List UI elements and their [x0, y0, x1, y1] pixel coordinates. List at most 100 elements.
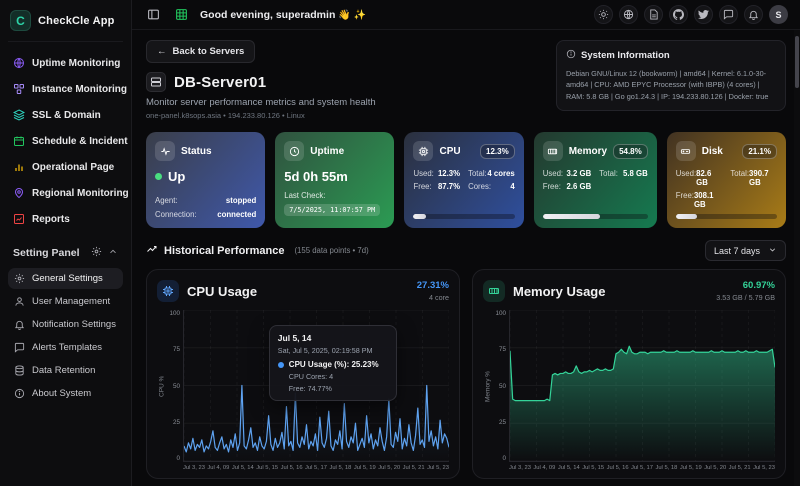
grid-icon[interactable]: [172, 6, 190, 24]
app-name: CheckCle App: [38, 14, 115, 27]
gear-icon: [91, 246, 102, 260]
github-button[interactable]: [669, 5, 688, 24]
disk-progress-bar: [675, 214, 777, 219]
sidebar-item-regional-monitoring[interactable]: Regional Monitoring: [8, 182, 129, 204]
sidebar-item-notification-settings[interactable]: Notification Settings: [8, 314, 123, 335]
agent-row: Agent: stopped: [155, 196, 257, 205]
connection-row: Connection: connected: [155, 210, 257, 219]
memory-icon: [542, 141, 563, 161]
system-info-body: Debian GNU/Linux 12 (bookworm) | amd64 |…: [566, 69, 769, 101]
cpu-chart-plot[interactable]: Jul 5, 14 Sat, Jul 5, 2025, 02:19:58 PM …: [183, 310, 449, 462]
language-button[interactable]: [619, 5, 638, 24]
chevron-down-icon: [768, 245, 777, 256]
history-header-row: Historical Performance (155 data points …: [146, 240, 786, 261]
back-to-servers-button[interactable]: ← Back to Servers: [146, 40, 256, 63]
vertical-scrollbar[interactable]: [794, 30, 800, 486]
x-axis-labels: Jul 3, 23 Jul 4, 09 Jul 5, 14 Jul 5, 15 Jul …: [183, 465, 449, 471]
sidebar-item-label: Operational Page: [32, 161, 115, 173]
cubes-icon: [13, 83, 25, 95]
memory-card: Memory 54.8% Used: 3.2 GB Total: 5.8 GB Fr…: [533, 132, 657, 228]
sidebar-item-uptime-monitoring[interactable]: Uptime Monitoring: [8, 52, 123, 74]
sidebar-item-label: Data Retention: [32, 365, 96, 376]
sidebar-item-about-system[interactable]: About System: [8, 383, 123, 404]
settings-nav: General Settings User Management Notific…: [8, 268, 123, 404]
server-icon: [146, 72, 166, 92]
chevron-up-icon: [108, 247, 118, 260]
sidebar-item-schedule-incident[interactable]: Schedule & Incident: [8, 130, 128, 152]
card-title: Memory: [568, 145, 608, 157]
info-icon: [566, 49, 576, 62]
sidebar-item-ssl-domain[interactable]: SSL & Domain: [8, 104, 123, 126]
page-content: ← Back to Servers DB-Server01 Monitor se…: [132, 30, 800, 486]
message-icon: [723, 9, 734, 20]
trending-up-icon: [146, 243, 158, 258]
github-icon: [673, 9, 684, 20]
sidebar-item-alerts-templates[interactable]: Alerts Templates: [8, 337, 123, 358]
sidebar-item-label: SSL & Domain: [32, 109, 101, 121]
uptime-card: Uptime 5d 0h 55m Last Check: 7/5/2025, 1…: [275, 132, 395, 228]
sidebar-item-operational-page[interactable]: Operational Page: [8, 156, 123, 178]
checkcle-logo-icon: C: [10, 10, 31, 31]
sidebar-item-label: About System: [32, 388, 92, 399]
sidebar-nav: Uptime Monitoring Instance Monitoring SS…: [8, 42, 129, 230]
sidebar-item-label: Instance Monitoring: [32, 83, 127, 95]
card-title: CPU: [439, 145, 461, 157]
cpu-card: CPU 12.3% Used: 12.3% Total: 4 cores Free:…: [404, 132, 524, 228]
status-dot: [155, 173, 162, 180]
series-dot: [277, 361, 284, 368]
history-title: Historical Performance: [164, 244, 285, 257]
charts-row: CPU Usage 27.31% 4 core CPU % 100 75 50 25 0: [146, 269, 786, 479]
theme-toggle-button[interactable]: [594, 5, 613, 24]
memory-chart-plot[interactable]: [509, 310, 775, 462]
database-icon: [14, 365, 25, 376]
sidebar-item-general-settings[interactable]: General Settings: [8, 268, 123, 289]
info-icon: [14, 388, 25, 399]
greeting-text: Good evening, superadmin 👋 ✨: [200, 8, 366, 21]
twitter-button[interactable]: [694, 5, 713, 24]
sidebar-item-instance-monitoring[interactable]: Instance Monitoring: [8, 78, 127, 100]
page-subtitle: Monitor server performance metrics and s…: [146, 97, 376, 108]
cpu-progress-bar: [413, 214, 515, 219]
y-axis-ticks: 100 75 50 25 0: [169, 310, 180, 462]
cpu-cores-label: 4 core: [429, 293, 449, 302]
sidebar-item-data-retention[interactable]: Data Retention: [8, 360, 123, 381]
card-title: Disk: [701, 145, 723, 157]
system-info-card: System Information Debian GNU/Linux 12 (…: [556, 40, 786, 111]
user-avatar[interactable]: S: [769, 5, 788, 24]
sidebar-item-reports[interactable]: Reports: [8, 208, 123, 230]
memory-progress-bar: [542, 214, 648, 219]
changelog-button[interactable]: [644, 5, 663, 24]
scrollbar-thumb[interactable]: [795, 36, 799, 88]
notifications-button[interactable]: [744, 5, 763, 24]
cpu-icon: [413, 141, 434, 161]
uptime-value: 5d 0h 55m: [284, 169, 348, 184]
cpu-icon: [157, 280, 179, 302]
time-range-select[interactable]: Last 7 days: [704, 240, 786, 261]
user-icon: [14, 296, 25, 307]
arrow-left-icon: ←: [157, 46, 167, 57]
setting-panel-label: Setting Panel: [13, 247, 80, 259]
globe-icon: [13, 57, 25, 69]
clock-icon: [284, 141, 305, 161]
server-meta: one-panel.k8sops.asia • 194.233.80.126 •…: [146, 111, 305, 120]
y-axis-label: Memory %: [484, 370, 492, 402]
setting-panel-header[interactable]: Setting Panel: [8, 242, 123, 264]
sun-icon: [598, 9, 609, 20]
cpu-badge: 12.3%: [480, 143, 515, 159]
wave-sparkles-emoji: 👋 ✨: [338, 9, 366, 21]
page-header-zone: ← Back to Servers DB-Server01 Monitor se…: [146, 40, 786, 122]
feedback-button[interactable]: [719, 5, 738, 24]
disk-card: Disk 21.1% Used: 82.6 GB Total: 390.7 GB F…: [666, 132, 786, 228]
app-logo[interactable]: C CheckCle App: [8, 8, 123, 42]
activity-icon: [155, 141, 175, 161]
last-check-label: Last Check:: [284, 191, 326, 200]
sidebar-item-user-management[interactable]: User Management: [8, 291, 123, 312]
y-axis-label: CPU %: [158, 375, 166, 397]
chart-title: CPU Usage: [187, 283, 258, 299]
sidebar-item-label: Notification Settings: [32, 319, 116, 330]
bell-icon: [14, 319, 25, 330]
stat-cards-row: Status Up Agent: stopped Connection:: [146, 132, 786, 228]
sidebar-item-label: User Management: [32, 296, 111, 307]
panel-toggle-button[interactable]: [144, 6, 162, 24]
